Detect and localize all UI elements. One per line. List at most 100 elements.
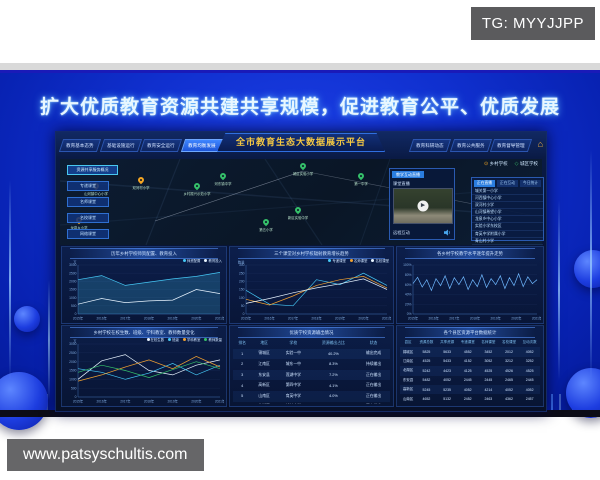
svg-text:2019年: 2019年	[168, 398, 179, 403]
table-body: 1 锦城区 实验一中 40.2% 输出完成 2 江南区 城东一中 8.3% 持续输出 3 东安县 莲湖中…	[233, 348, 390, 404]
svg-text:2021年: 2021年	[215, 315, 224, 320]
live-list-item[interactable]: 城关第一小学	[472, 188, 543, 196]
table-cell: 东安县	[402, 377, 414, 382]
table-cell: 北湖区	[251, 402, 277, 404]
legend-label: 名校课堂	[375, 259, 389, 263]
live-list-tab[interactable]: 正在互动	[497, 180, 518, 187]
table-row[interactable]: 4 高新区 第四中学 4.1% 正在输出	[233, 380, 390, 391]
legend-label: 班级	[172, 338, 179, 342]
backdrop-dark-strip	[0, 410, 600, 417]
legend-dot-icon	[371, 259, 375, 262]
svg-text:2015年: 2015年	[241, 315, 252, 320]
map-side-button[interactable]: 专递课堂	[67, 181, 109, 191]
chart-legend: 在校生数 班级 学科教室 教师数量	[146, 337, 222, 342]
live-list-item[interactable]: 青山村小学	[472, 238, 543, 245]
table-cell: 山南区	[258, 393, 270, 398]
table-row[interactable]: 锦城区 5825 5633 4552 3452 2012 4052	[400, 347, 540, 357]
legend-dot-icon	[204, 259, 208, 262]
table-cell: 2445	[484, 378, 493, 383]
table-row[interactable]: 5 山南区 育英中学 4.0% 正在输出	[233, 390, 390, 402]
table-cell: 4052	[463, 387, 472, 392]
live-list-panel: 正在直播 正在互动 今日统计 城关第一小学 河西镇中心小学 双河村小学 山河镇希望小学 龙泉…	[471, 177, 544, 245]
table-cell: 正在输出	[365, 383, 382, 388]
nav-tab[interactable]: 教育均衡发展	[180, 139, 223, 152]
pin-label: 龙泉乡小学	[70, 225, 88, 230]
dashboard-navbar: 教育基本态势 基础设施运行 教育安全运行 教育均衡发展 全市教育生态大数据展示平台 教…	[56, 132, 546, 159]
svg-text:2018年: 2018年	[311, 315, 322, 320]
table-header-cell: 资源输出占比	[322, 340, 345, 345]
svg-text:0%: 0%	[407, 312, 412, 316]
table-cell: 5433	[443, 359, 451, 364]
table-row[interactable]: 2 江南区 城东一中 8.3% 持续输出	[233, 359, 390, 370]
nav-tab[interactable]: 教育安全运行	[140, 139, 182, 152]
table-row[interactable]: 6北湖区城关中学3.4%正在输出	[233, 402, 390, 404]
nav-tab[interactable]: 教育基本态势	[58, 139, 101, 152]
table-row[interactable]: 东安县 5482 4052 2445 2445 2465 2445	[400, 376, 540, 385]
table-cell: 3212	[505, 359, 513, 364]
nav-tab[interactable]: 教育科研动态	[409, 139, 451, 152]
table-row[interactable]: 高新区 5245 5235 4052 4214 4052 4052	[400, 384, 540, 395]
svg-text:200: 200	[239, 280, 245, 284]
table-cell: 北湖区	[402, 368, 414, 373]
home-icon[interactable]: ⌂	[537, 139, 543, 149]
live-list-item[interactable]: 实验小学东校区	[472, 223, 543, 231]
live-video-panel: 教学互动直播 课堂直播 ▶ 远程互动	[389, 168, 455, 240]
table-cell: 输出完成	[365, 351, 382, 356]
table-cell: 持续输出	[365, 361, 382, 366]
table-cell: 5482	[422, 378, 431, 383]
dashboard-title: 全市教育生态大数据展示平台	[216, 133, 386, 152]
table-header-cell: 名校课堂	[502, 340, 516, 345]
video-thumbnail[interactable]: ▶	[393, 188, 453, 224]
speaker-icon[interactable]	[444, 229, 451, 236]
svg-text:2017年: 2017年	[120, 398, 131, 403]
map-side-button[interactable]: 名师课堂	[67, 197, 109, 207]
map-side-button[interactable]: 名校课堂	[67, 213, 109, 223]
nav-tab[interactable]: 教育督导管理	[490, 139, 533, 152]
table-row[interactable]: 江南区 4525 5433 4152 3052 3212 3252	[400, 357, 540, 366]
table-cell: 山南区	[402, 396, 414, 401]
table-row[interactable]: 山南区 4652 5132 2452 2463 4362 2457	[400, 394, 540, 403]
teaching-level-line-chart: 0% 20% 40% 60% 80% 100% 2015年 2016年 2017年 2018年 20…	[403, 263, 541, 320]
table-cell: 莲湖中学	[285, 372, 301, 377]
table-title: 各个县区资源平台数据统计	[405, 327, 535, 338]
live-list-item[interactable]: 育英中学附属小学	[472, 231, 543, 238]
pin-core	[139, 178, 143, 182]
table-row[interactable]: 3 东安县 莲湖中学 7.2% 正在输出	[233, 369, 390, 381]
legend-item: 在校生数	[146, 337, 164, 342]
live-list-item[interactable]: 双河村小学	[472, 202, 543, 210]
live-list-tabs: 正在直播 正在互动 今日统计	[472, 178, 543, 188]
map-legend-label: 城区学校	[520, 161, 538, 166]
table-cell: 江南区	[402, 358, 414, 363]
map-side-button[interactable]: 资源共享服务概况	[67, 165, 118, 175]
table-cell: 2012	[505, 350, 513, 355]
table-row[interactable]: 北湖区 5242 4423 4125 4525 4526 4525	[400, 366, 540, 376]
live-list-tab[interactable]: 今日统计	[520, 180, 541, 187]
nav-tab[interactable]: 基础设施运行	[99, 139, 142, 152]
table-cell: 7.2%	[329, 373, 338, 378]
banner-title: 扩大优质教育资源共建共享规模，促进教育公平、优质发展	[39, 97, 560, 118]
legend-item: 班级	[168, 337, 179, 342]
live-list-item[interactable]: 山河镇希望小学	[472, 209, 543, 217]
table-cell: 4052	[443, 378, 451, 383]
legend-label: 教师数量	[208, 338, 222, 342]
svg-text:2020年: 2020年	[511, 315, 522, 320]
legend-label: 教育投入	[208, 259, 222, 263]
live-list-item[interactable]: 龙泉乡中心小学	[472, 216, 543, 224]
pin-core	[301, 164, 305, 168]
map-roads-layer	[60, 159, 542, 245]
table-cell: 育英中学	[285, 393, 301, 398]
site-watermark: www.patsyschultis.com	[7, 439, 204, 471]
nav-tab[interactable]: 教育公共服务	[449, 139, 492, 152]
map-side-button[interactable]: 网络课堂	[67, 229, 109, 239]
svg-text:250: 250	[239, 271, 245, 275]
table-cell: 正在输出	[365, 393, 382, 398]
table-cell: 4423	[443, 368, 451, 373]
data-table: 排名 地区 学校 资源输出占比 状态 1 锦城区 实验一中 40.2% 输出完成 2 江南区 城东一中 8…	[233, 338, 390, 404]
table-cell: 2465	[505, 378, 513, 383]
live-list-item[interactable]: 河西镇中心小学	[472, 195, 543, 203]
table-row[interactable]: 1 锦城区 实验一中 40.2% 输出完成	[233, 348, 390, 360]
svg-text:100%: 100%	[403, 263, 412, 267]
table-cell: 4	[241, 383, 244, 388]
live-list-tab[interactable]: 正在直播	[474, 180, 495, 187]
play-icon[interactable]: ▶	[417, 200, 429, 212]
